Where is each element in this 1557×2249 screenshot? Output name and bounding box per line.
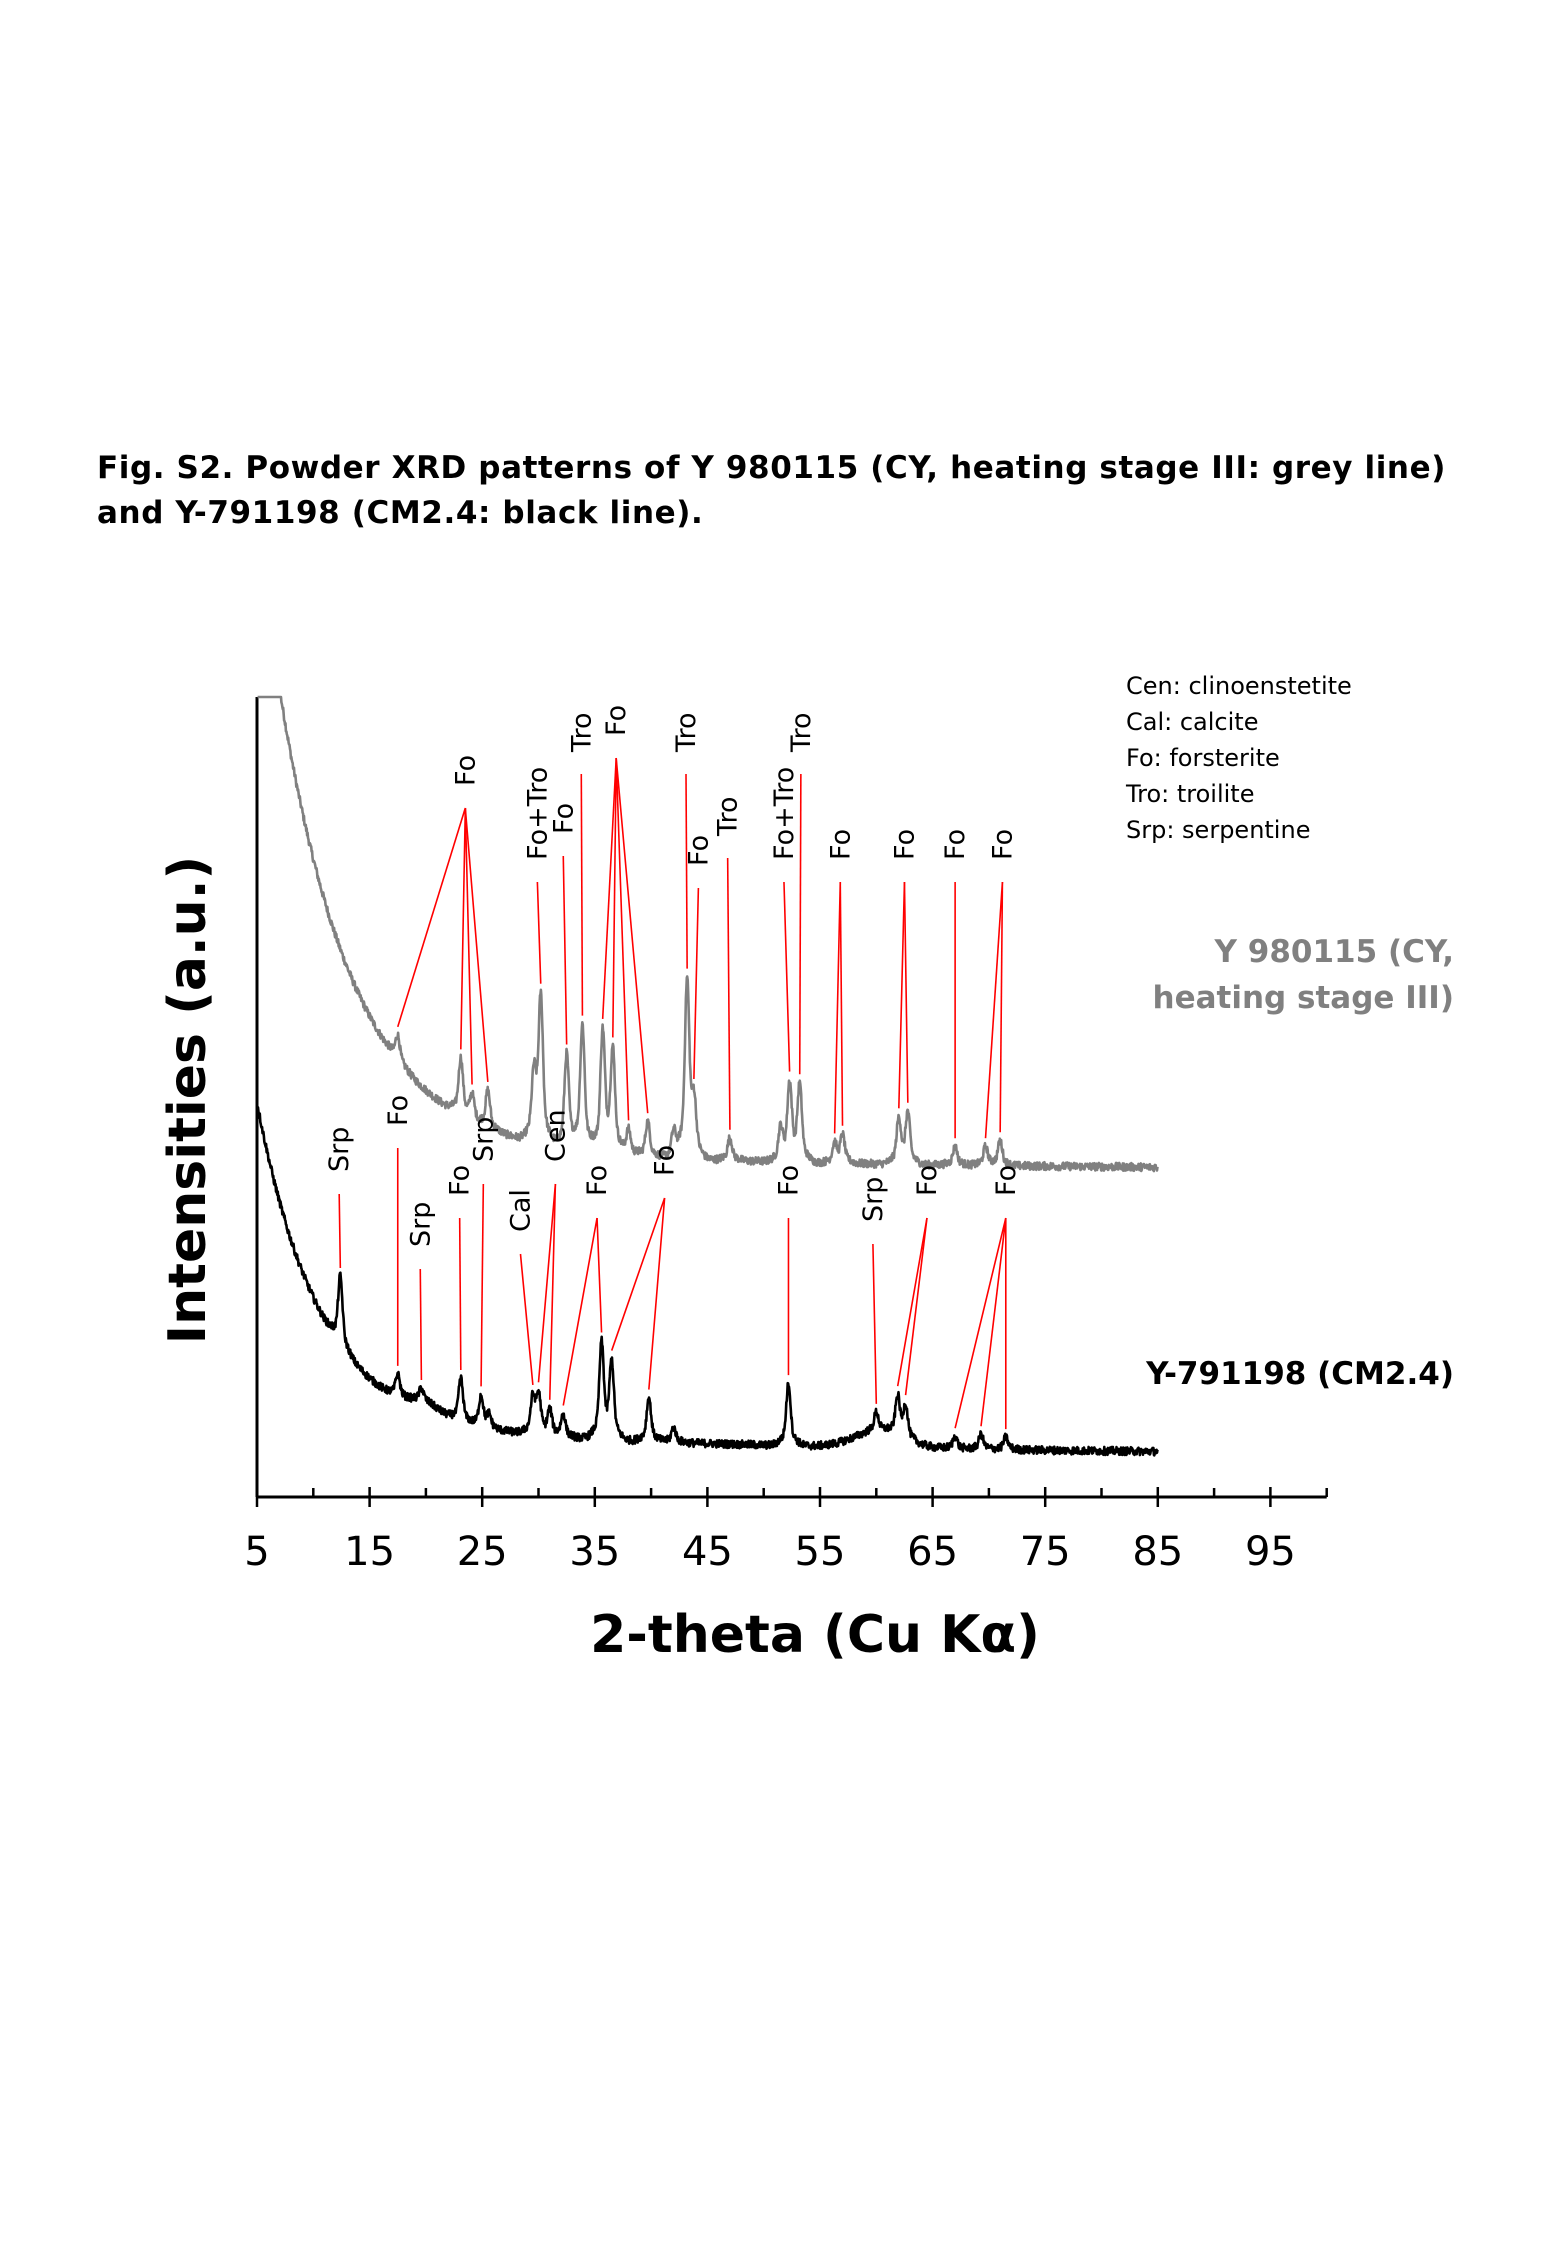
black-annotation-leader xyxy=(480,1183,485,1387)
black-annotation-leader xyxy=(610,1197,666,1351)
black-peak-label: Srp xyxy=(405,1202,436,1247)
grey-annotation-leader xyxy=(464,807,489,1082)
black-annotation-leader xyxy=(458,1217,462,1371)
legend-entry: Tro: troilite xyxy=(1125,780,1254,808)
grey-annotation-leader xyxy=(839,881,844,1126)
grey-annotation-leader xyxy=(580,773,584,1016)
black-annotation-leader xyxy=(562,1217,598,1406)
grey-peak-label: Fo xyxy=(683,835,714,866)
series-layer xyxy=(256,695,1159,1457)
x-tick-label: 65 xyxy=(907,1529,958,1575)
grey-peak-label: Tro xyxy=(671,712,702,753)
x-tick-label: 35 xyxy=(569,1529,620,1575)
legend-entry: Cal: calcite xyxy=(1126,708,1258,736)
series-label-black: Y-791198 (CM2.4) xyxy=(1145,1356,1454,1392)
grey-annotation-leader xyxy=(903,881,909,1103)
series-line-y980115 xyxy=(256,695,1159,1173)
grey-peak-label: Fo xyxy=(987,829,1018,860)
caption-line-1: Fig. S2. Powder XRD patterns of Y 980115… xyxy=(97,450,1446,486)
grey-annotation-leader xyxy=(464,807,473,1085)
grey-peak-label: Fo xyxy=(548,803,579,834)
grey-peak-label: Fo xyxy=(601,705,632,736)
grey-annotation-leader xyxy=(783,881,791,1072)
grey-annotation-leader xyxy=(396,807,467,1028)
grey-annotation-leader xyxy=(833,881,842,1134)
grey-peak-label: Fo xyxy=(825,829,856,860)
grey-peak-label: Tro xyxy=(566,712,597,753)
series-label-grey-line-1: Y 980115 (CY, xyxy=(1214,934,1454,970)
black-annotation-leader xyxy=(872,1243,878,1404)
black-annotation-leader xyxy=(338,1193,342,1268)
black-peak-label: Fo xyxy=(991,1165,1022,1196)
grey-annotation-leader xyxy=(615,757,630,1121)
black-annotation-leader xyxy=(537,1183,557,1383)
black-peak-label: Srp xyxy=(324,1127,355,1172)
y-axis-title: Intensities (a.u.) xyxy=(158,856,218,1344)
x-tick-label: 15 xyxy=(344,1529,395,1575)
x-axis-title: 2-theta (Cu Kα) xyxy=(590,1605,1040,1665)
black-annotation-leader xyxy=(980,1217,1007,1427)
black-annotation-leader xyxy=(896,1217,928,1387)
grey-annotation-leader xyxy=(612,757,617,1038)
grey-annotation-leader xyxy=(798,773,802,1075)
black-peak-label: Srp xyxy=(858,1177,889,1222)
black-peak-label: Srp xyxy=(468,1117,499,1162)
grey-peak-label: Fo xyxy=(889,829,920,860)
grey-peak-label: Tro xyxy=(786,712,817,753)
black-peak-label: Cen xyxy=(540,1109,571,1162)
legend-entry: Srp: serpentine xyxy=(1126,816,1310,844)
black-annotation-leader xyxy=(519,1253,534,1385)
legend: Cen: clinoenstetite Cal: calcite Fo: for… xyxy=(1125,672,1352,844)
legend-entry: Fo: forsterite xyxy=(1126,744,1280,772)
x-tick-label: 75 xyxy=(1020,1529,1071,1575)
grey-annotation-leader xyxy=(693,887,700,1079)
series-label-grey-line-2: heating stage III) xyxy=(1153,980,1454,1016)
caption-line-2: and Y-791198 (CM2.4: black line). xyxy=(97,495,704,531)
grey-peak-label: Fo xyxy=(450,755,481,786)
black-peak-label: Fo xyxy=(383,1095,414,1126)
black-peak-label: Fo xyxy=(773,1165,804,1196)
axes: 5 15 25 35 45 55 65 75 85 95 xyxy=(244,697,1328,1575)
black-annotation-leader xyxy=(596,1217,603,1333)
grey-peak-label: Fo+Tro xyxy=(769,767,800,860)
grey-annotation-leader xyxy=(536,881,542,984)
legend-entry: Cen: clinoenstetite xyxy=(1126,672,1352,700)
grey-annotation-leader xyxy=(685,773,688,969)
grey-peak-label: Tro xyxy=(713,796,744,837)
black-annotation-leader xyxy=(954,1217,1007,1429)
x-tick-label: 25 xyxy=(457,1529,508,1575)
grey-annotation-leader xyxy=(460,807,467,1050)
black-annotation-leader xyxy=(904,1217,928,1396)
black-annotation-leader xyxy=(548,1183,557,1400)
x-tick-label: 55 xyxy=(795,1529,846,1575)
grey-annotation-leader xyxy=(615,757,649,1114)
grey-annotation-leader xyxy=(601,757,617,1019)
x-tick-label: 45 xyxy=(682,1529,733,1575)
x-tick-label: 95 xyxy=(1245,1529,1296,1575)
grey-peak-label: Fo+Tro xyxy=(522,767,553,860)
black-peak-label: Fo xyxy=(445,1165,476,1196)
grey-annotation-leader xyxy=(898,881,906,1109)
x-tick-label: 85 xyxy=(1132,1529,1183,1575)
x-tick-label: 5 xyxy=(244,1529,269,1575)
figure-caption: Fig. S2. Powder XRD patterns of Y 980115… xyxy=(97,446,1497,536)
black-annotation-leader xyxy=(419,1268,423,1381)
grey-peak-label: Fo xyxy=(940,829,971,860)
black-peak-label: Fo xyxy=(582,1165,613,1196)
grey-annotation-leader xyxy=(984,881,1004,1139)
grey-annotation-leader xyxy=(562,855,568,1045)
grey-annotation-leader xyxy=(726,857,731,1130)
black-peak-label: Fo xyxy=(912,1165,943,1196)
black-annotation-leader xyxy=(648,1197,666,1390)
series-line-y791198 xyxy=(256,1106,1159,1457)
black-peak-label: Fo xyxy=(650,1145,681,1176)
grey-annotation-leader xyxy=(999,881,1004,1133)
black-peak-label: Cal xyxy=(505,1189,536,1232)
